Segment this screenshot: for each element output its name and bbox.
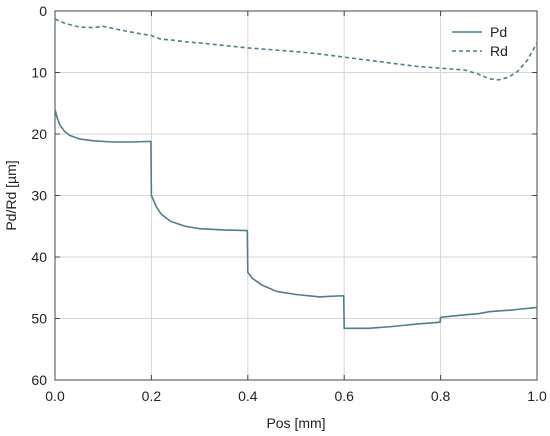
y-axis-ticks: 0 10 20 30 40 50 60 (31, 3, 537, 388)
x-tick-label: 0.4 (238, 388, 258, 404)
y-tick-label: 30 (31, 188, 47, 204)
y-tick-label: 0 (39, 3, 47, 19)
x-axis-ticks: 0.0 0.2 0.4 0.6 0.8 1.0 (45, 11, 547, 404)
x-tick-label: 0.8 (431, 388, 451, 404)
y-tick-label: 50 (31, 311, 47, 327)
legend-label-pd: Pd (490, 24, 507, 40)
x-tick-label: 0.6 (334, 388, 354, 404)
series-layer (54, 18, 538, 330)
y-axis-label: Pd/Rd [µm] (3, 160, 19, 230)
legend: Pd Rd (452, 24, 508, 59)
grid (54, 10, 538, 381)
y-tick-label: 20 (31, 126, 47, 142)
legend-label-rd: Rd (490, 43, 508, 59)
y-tick-label: 60 (31, 372, 47, 388)
y-tick-label: 10 (31, 65, 47, 81)
x-tick-label: 1.0 (527, 388, 547, 404)
series-line-pd (54, 109, 538, 330)
x-tick-label: 0.0 (45, 388, 65, 404)
series-line-rd (54, 18, 538, 81)
y-tick-label: 40 (31, 249, 47, 265)
x-tick-label: 0.2 (142, 388, 162, 404)
x-axis-label: Pos [mm] (266, 415, 325, 431)
